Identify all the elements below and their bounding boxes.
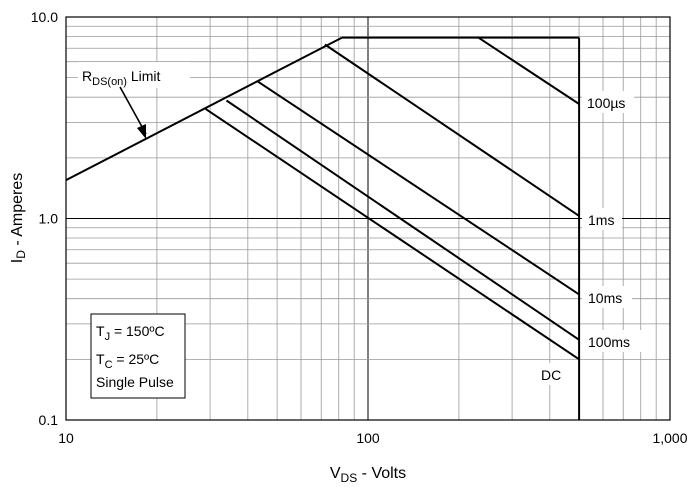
tj-sub: J (105, 331, 111, 343)
series-100µs (477, 36, 580, 105)
y-tick-label: 0.1 (39, 412, 59, 428)
label-10ms: 10ms (588, 290, 622, 306)
plot-frame (65, 16, 671, 421)
x-title-rest: - Volts (357, 465, 406, 482)
tc-main: T (96, 351, 105, 367)
svg-text:RDS(on) Limit: RDS(on) Limit (82, 68, 161, 88)
svg-text:TC = 25ºC: TC = 25ºC (96, 351, 159, 371)
x-title-sub: DS (341, 471, 358, 485)
label-dc: DC (541, 367, 561, 383)
tj-rest: = 150ºC (110, 323, 165, 339)
x-tick-label: 100 (356, 430, 380, 446)
x-tick-label: 10 (58, 430, 74, 446)
rds-label-sub: DS(on) (92, 76, 127, 88)
y-title-rest: - Amperes (9, 173, 26, 250)
series-1ms (324, 43, 580, 217)
rds-limit-annotation: RDS(on) Limit (78, 62, 190, 139)
svg-text:TJ = 150ºC: TJ = 150ºC (96, 323, 165, 343)
series-100ms (225, 99, 580, 341)
label-1ms: 1ms (588, 212, 614, 228)
conditions-box: TJ = 150ºC TC = 25ºC Single Pulse (90, 313, 186, 399)
series-lines (65, 36, 581, 420)
series-10ms (256, 80, 580, 296)
series-rds-on-limit (65, 36, 343, 181)
tc-rest: = 25ºC (113, 351, 160, 367)
tj-main: T (96, 323, 105, 339)
tc-sub: C (105, 359, 113, 371)
y-tick-label: 10.0 (31, 9, 58, 25)
y-tick-label: 1.0 (39, 211, 59, 227)
x-axis-title: VDS - Volts (330, 465, 406, 485)
x-title-main: V (330, 465, 341, 482)
single-pulse-label: Single Pulse (96, 374, 174, 390)
rds-label-rest: Limit (127, 68, 161, 84)
rds-label-main: R (82, 68, 92, 84)
pulse-labels: 100µs 1ms 10ms 100ms DC (537, 91, 642, 385)
label-100ms: 100ms (588, 334, 630, 350)
y-title-sub: D (14, 250, 28, 259)
x-tick-label: 1,000 (652, 430, 687, 446)
rds-arrow-head (137, 124, 146, 139)
series-dc (205, 108, 580, 361)
tick-labels: 10 100 1,000 0.1 1.0 10.0 (31, 9, 688, 446)
label-100us: 100µs (587, 95, 625, 111)
y-axis-title: ID - Amperes (9, 173, 28, 263)
y-title-main: I (9, 259, 26, 263)
